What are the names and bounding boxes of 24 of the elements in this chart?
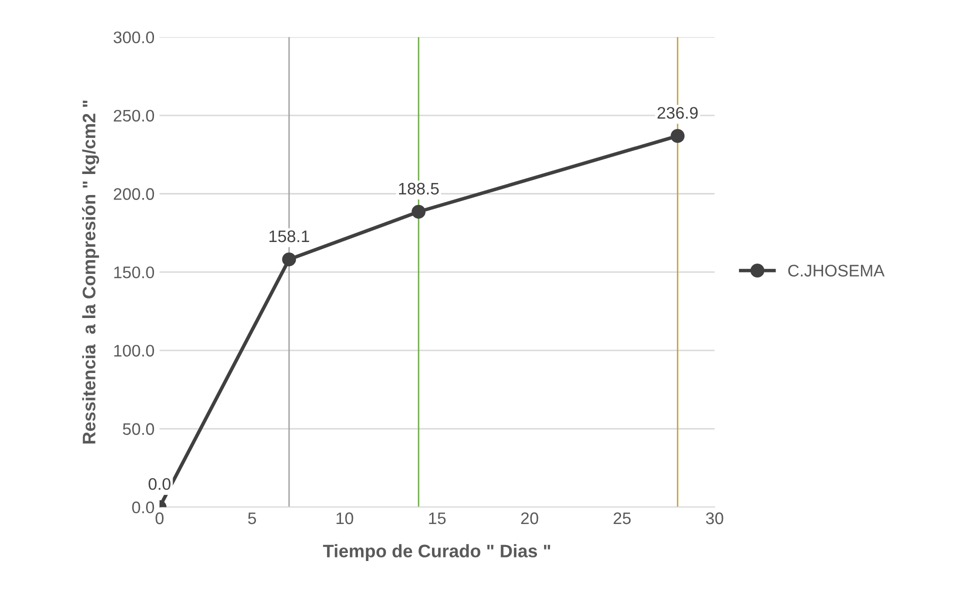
data-label: 236.9 <box>658 106 698 119</box>
point <box>412 204 426 219</box>
data-label: 188.5 <box>399 182 439 195</box>
legend-label: C.JHOSEMA <box>788 264 885 277</box>
x-tick-label: 30 <box>706 512 724 524</box>
x-tick-label: 0 <box>156 512 164 524</box>
y-tick-label: 150.0 <box>114 266 154 278</box>
y-tick-label: 200.0 <box>114 188 154 200</box>
x-tick-label: 20 <box>521 512 538 524</box>
y-tick-label: 100.0 <box>114 344 154 357</box>
x-tick-label: 10 <box>336 512 354 524</box>
data-label: 158.1 <box>269 230 310 242</box>
x-tick-label: 5 <box>248 512 256 524</box>
data-label: 0.0 <box>148 478 170 490</box>
point <box>282 252 296 266</box>
y-tick-label: 300.0 <box>114 31 154 44</box>
x-tick-label: 15 <box>429 512 446 524</box>
point <box>670 128 685 143</box>
x-axis-title: Tiempo de Curado " Dias " <box>323 544 550 561</box>
x-tick-label: 25 <box>614 512 631 524</box>
y-axis-title: Ressitencia a la Compresión " kg/cm2 " <box>82 100 100 444</box>
y-tick-label: 250.0 <box>114 110 154 122</box>
y-tick-label: 50.0 <box>122 423 154 435</box>
y-tick-label: 0.0 <box>132 502 154 514</box>
